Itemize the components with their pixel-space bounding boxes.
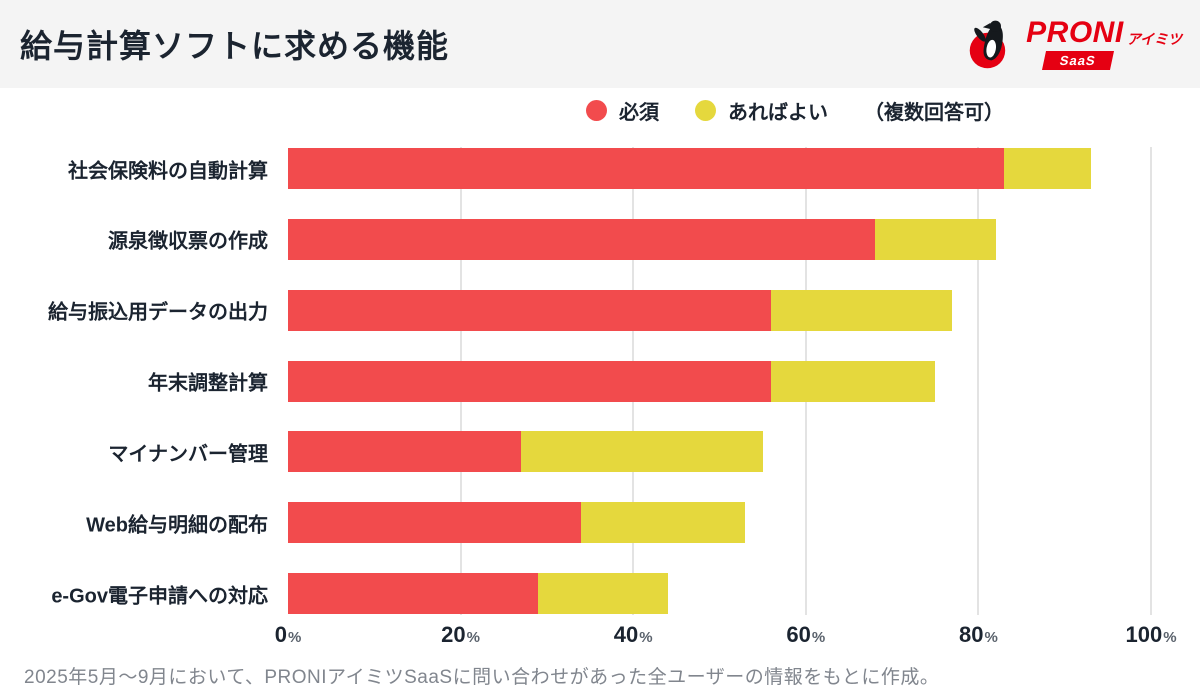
header: 給与計算ソフトに求める機能 PRONI アイミツ SaaS <box>0 0 1200 88</box>
gridline-100 <box>1150 147 1152 615</box>
penguin-logo-icon <box>969 20 1006 69</box>
tick-percent-sign: % <box>287 629 302 646</box>
bar-segment-required <box>288 431 521 473</box>
bar-segment-required <box>288 360 772 402</box>
bar-segment-nice-to-have <box>771 289 953 331</box>
x-axis-tick-40: 40% <box>614 622 653 651</box>
legend-label-nice-to-have: あればよい <box>728 101 828 124</box>
category-label: Web給与明細の配布 <box>86 514 268 537</box>
bar-segment-nice-to-have <box>521 431 763 473</box>
x-axis-tick-60: 60% <box>786 622 825 651</box>
page-title: 給与計算ソフトに求める機能 <box>20 28 450 64</box>
tick-number: 80 <box>958 622 984 647</box>
x-axis-tick-80: 80% <box>959 622 998 651</box>
bar-segment-nice-to-have <box>1004 148 1091 189</box>
logo-sub-text: アイミツ <box>1126 31 1182 47</box>
category-label: 源泉徴収票の作成 <box>108 230 268 253</box>
tick-number: 100 <box>1125 622 1163 647</box>
legend-label-required: 必須 <box>619 101 659 124</box>
bar-segment-required <box>288 148 1005 189</box>
bar-segment-required <box>288 502 582 544</box>
tick-percent-sign: % <box>639 629 653 646</box>
tick-number: 20 <box>441 622 466 647</box>
x-axis-tick-20: 20% <box>441 622 480 651</box>
category-label: 給与振込用データの出力 <box>48 301 268 324</box>
category-label: e-Gov電子申請への対応 <box>51 585 268 608</box>
tick-number: 40 <box>613 622 639 647</box>
logo-text: PRONI アイミツ SaaS <box>1026 18 1182 70</box>
legend-dot-required-icon <box>586 99 607 121</box>
chart-legend: 必須 あればよい （複数回答可） <box>586 96 1004 125</box>
tick-percent-sign: % <box>1163 629 1177 646</box>
legend-item-nice-to-have: あればよい <box>695 96 828 125</box>
tick-percent-sign: % <box>984 629 998 646</box>
tick-percent-sign: % <box>811 629 826 646</box>
gridline-80 <box>977 147 980 615</box>
legend-item-required: 必須 <box>586 96 659 125</box>
x-axis-tick-0: 0% <box>275 622 302 651</box>
logo-brand-text: PRONI <box>1026 16 1124 49</box>
legend-note: （複数回答可） <box>864 101 1004 124</box>
category-label: 社会保険料の自動計算 <box>68 160 268 182</box>
tick-percent-sign: % <box>466 629 481 646</box>
bar-segment-required <box>288 573 539 615</box>
x-axis-tick-100: 100% <box>1125 622 1176 651</box>
bar-segment-nice-to-have <box>874 218 996 260</box>
source-note: 2025年5月〜9月において、PRONIアイミツSaaSに問い合わせがあった全ユ… <box>24 667 940 688</box>
bar-segment-required <box>288 218 875 260</box>
category-label: 年末調整計算 <box>148 372 268 395</box>
bar-segment-required <box>288 289 772 331</box>
proni-aimitsu-logo: PRONI アイミツ SaaS <box>966 18 1182 70</box>
bar-segment-nice-to-have <box>771 360 936 402</box>
legend-dot-nice-to-have-icon <box>695 99 716 121</box>
bar-segment-nice-to-have <box>581 502 746 544</box>
category-label: マイナンバー管理 <box>108 443 268 466</box>
bar-segment-nice-to-have <box>538 573 668 615</box>
tick-number: 60 <box>786 622 811 647</box>
tick-number: 0 <box>274 622 287 647</box>
